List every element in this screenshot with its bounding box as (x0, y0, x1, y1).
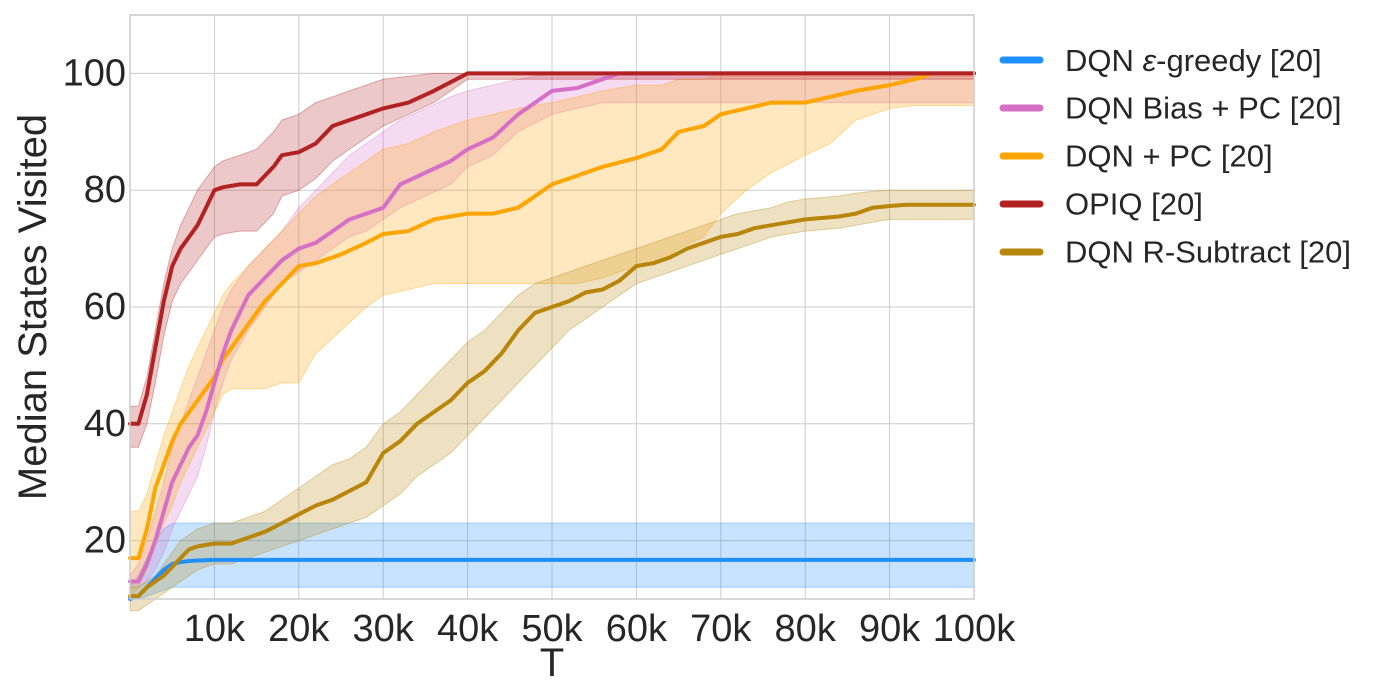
legend-label: OPIQ [20] (1065, 187, 1203, 222)
legend-label: DQN Bias + PC [20] (1065, 91, 1342, 126)
x-tick-label: 70k (690, 608, 752, 650)
y-tick-labels: 20 40 60 80 100 (63, 52, 126, 561)
y-tick-label: 60 (84, 286, 126, 328)
legend-item: DQN R-Subtract [20] (999, 235, 1351, 270)
x-tick-label: 80k (775, 608, 837, 650)
legend-item: DQN ε-greedy [20] (999, 43, 1322, 78)
legend-item: DQN Bias + PC [20] (999, 91, 1342, 126)
legend-item: OPIQ [20] (999, 187, 1203, 222)
series-lines (128, 71, 976, 601)
y-tick-label: 100 (63, 52, 126, 94)
legend-label: DQN + PC [20] (1065, 139, 1273, 174)
y-tick-label: 80 (84, 169, 126, 211)
line-series-2 (128, 71, 976, 561)
y-axis-label: Median States Visited (11, 114, 55, 500)
line-series-1 (128, 71, 976, 584)
legend: DQN ε-greedy [20] DQN Bias + PC [20] DQN +… (999, 43, 1351, 270)
line-series-3 (128, 71, 976, 426)
x-tick-label: 10k (184, 608, 246, 650)
x-axis-label: T (540, 641, 564, 685)
y-tick-label: 40 (84, 403, 126, 445)
x-tick-label: 60k (606, 608, 668, 650)
line-series-4 (128, 202, 976, 599)
legend-label: DQN ε-greedy [20] (1065, 43, 1322, 78)
x-tick-label: 100k (933, 608, 1016, 650)
confidence-bands (129, 72, 975, 612)
x-tick-label: 50k (521, 608, 583, 650)
x-tick-labels: 10k 20k 30k 40k 50k 60k 70k 80k 90k 100k (184, 608, 1016, 650)
plot-area-frame (129, 14, 975, 600)
x-tick-label: 40k (437, 608, 499, 650)
legend-label: DQN R-Subtract [20] (1065, 235, 1351, 270)
x-tick-label: 20k (268, 608, 330, 650)
x-tick-label: 90k (859, 608, 921, 650)
legend-item: DQN + PC [20] (999, 139, 1273, 174)
y-tick-label: 20 (84, 520, 126, 562)
x-tick-label: 30k (353, 608, 415, 650)
